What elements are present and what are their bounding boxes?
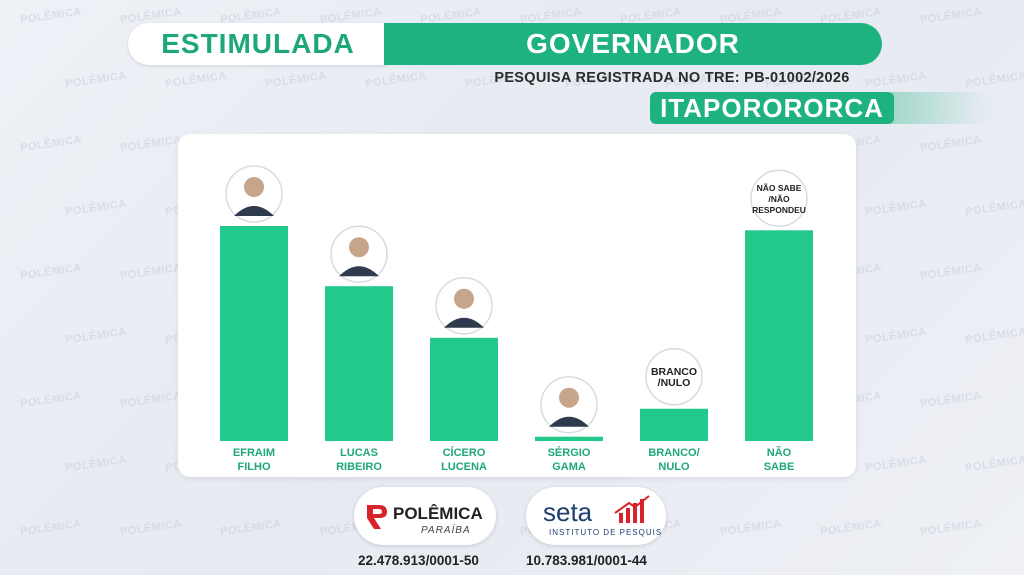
photo-head-icon — [454, 288, 474, 309]
category-label: NÃO — [767, 446, 792, 459]
watermark-text: POLÊMICA — [119, 261, 183, 283]
watermark-text: POLÊMICA — [964, 197, 1024, 219]
photo-shoulders-icon — [234, 206, 274, 216]
watermark-text: POLÊMICA — [64, 197, 128, 219]
watermark-text: POLÊMICA — [64, 69, 128, 91]
watermark-text: POLÊMICA — [964, 69, 1024, 91]
bubble-text: BRANCO — [651, 366, 697, 378]
label-bubble — [750, 169, 808, 228]
bubble-text: /NÃO — [768, 194, 790, 204]
survey-type-label: ESTIMULADA — [128, 23, 388, 65]
category-label: SÉRGIO — [548, 446, 591, 459]
watermark-text: POLÊMICA — [964, 325, 1024, 347]
photo-head-icon — [559, 387, 579, 408]
category-label: CÍCERO — [443, 446, 486, 459]
bar — [325, 286, 393, 441]
watermark-text: POLÊMICA — [964, 453, 1024, 475]
category-label: NULO — [658, 461, 690, 473]
city-label: ITAPORORORCA — [650, 92, 894, 124]
watermark-text: POLÊMICA — [819, 517, 883, 539]
photo-head-icon — [244, 177, 264, 197]
photo-shoulders-icon — [549, 416, 589, 427]
watermark-text: POLÊMICA — [919, 261, 983, 283]
watermark-text: POLÊMICA — [864, 325, 928, 347]
bar — [535, 436, 603, 441]
category-label: GAMA — [552, 461, 586, 473]
category-label: RIBEIRO — [336, 461, 382, 473]
watermark-text: POLÊMICA — [919, 133, 983, 155]
watermark-text: POLÊMICA — [19, 261, 83, 283]
category-label: FILHO — [238, 461, 271, 473]
watermark-text: POLÊMICA — [919, 389, 983, 411]
category-label: EFRAIM — [233, 447, 275, 459]
watermark-text: POLÊMICA — [119, 517, 183, 539]
bar — [220, 226, 288, 441]
photo-shoulders-icon — [339, 266, 379, 277]
watermark-text: POLÊMICA — [919, 5, 983, 27]
watermark-text: POLÊMICA — [864, 197, 928, 219]
photo-shoulders-icon — [444, 317, 484, 328]
watermark-text: POLÊMICA — [364, 69, 428, 91]
polemica-logo: POLÊMICA PARAÍBA — [354, 487, 496, 545]
bar — [640, 408, 708, 441]
watermark-text: POLÊMICA — [64, 453, 128, 475]
city-banner-fade — [890, 92, 990, 124]
watermark-text: POLÊMICA — [164, 69, 228, 91]
watermark-text: POLÊMICA — [19, 5, 83, 27]
polemica-logo-icon: POLÊMICA PARAÍBA — [367, 504, 483, 536]
watermark-text: POLÊMICA — [119, 389, 183, 411]
category-label: BRANCO/ — [648, 447, 699, 459]
cnpj-polemica: 22.478.913/0001-50 — [358, 553, 479, 568]
cnpj-seta: 10.783.981/0001-44 — [526, 553, 647, 568]
seta-chart-icon: seta INSTITUTO DE PESQUISA — [543, 495, 661, 537]
watermark-text: POLÊMICA — [919, 517, 983, 539]
logo1-sub: PARAÍBA — [421, 523, 471, 536]
logo1-main: POLÊMICA — [393, 504, 483, 523]
bar — [745, 230, 813, 441]
logo2-main: seta — [543, 497, 593, 527]
category-label: LUCAS — [340, 447, 378, 459]
category-label: SABE — [764, 461, 795, 473]
watermark-text: POLÊMICA — [19, 133, 83, 155]
bubble-text: RESPONDEU — [752, 205, 806, 215]
watermark-text: POLÊMICA — [19, 517, 83, 539]
watermark-text: POLÊMICA — [119, 133, 183, 155]
office-label: GOVERNADOR — [384, 23, 882, 65]
bubble-text: /NULO — [658, 377, 691, 389]
label-bubble — [645, 348, 703, 406]
bubble-text: NÃO SABE — [757, 183, 802, 193]
bar-chart: EFRAIM FILHO LUCAS RIBEIRO CÍCERO LUCENA SÉRGI… — [220, 165, 813, 473]
category-label: LUCENA — [441, 461, 487, 473]
seta-logo: seta INSTITUTO DE PESQUISA — [526, 487, 666, 545]
bar — [430, 337, 498, 441]
watermark-text: POLÊMICA — [219, 517, 283, 539]
watermark-text: POLÊMICA — [264, 69, 328, 91]
watermark-text: POLÊMICA — [864, 453, 928, 475]
watermark-text: POLÊMICA — [19, 389, 83, 411]
watermark-text: POLÊMICA — [64, 325, 128, 347]
watermark-text: POLÊMICA — [719, 517, 783, 539]
registration-text: PESQUISA REGISTRADA NO TRE: PB-01002/202… — [494, 70, 850, 86]
chart-card: EFRAIM FILHO LUCAS RIBEIRO CÍCERO LUCENA SÉRGI… — [178, 134, 856, 477]
photo-head-icon — [349, 237, 369, 258]
logo2-sub: INSTITUTO DE PESQUISA — [549, 528, 661, 537]
